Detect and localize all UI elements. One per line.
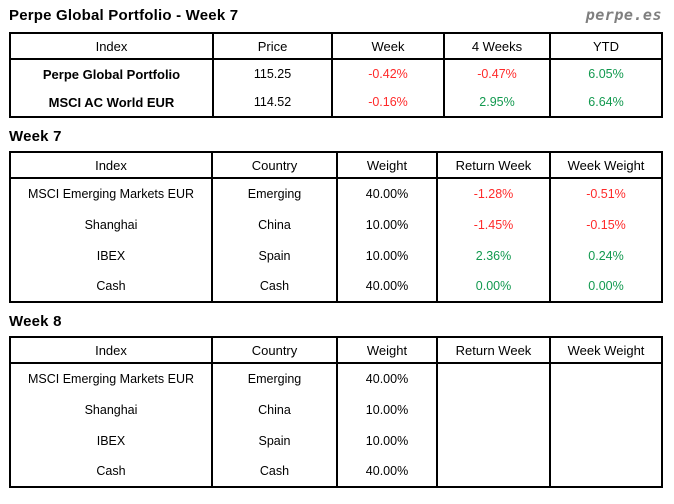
cell-week-weight — [549, 425, 662, 456]
cell-country: Emerging — [211, 178, 337, 209]
cell-4weeks: -0.47% — [443, 59, 550, 88]
cell-weight: 40.00% — [336, 456, 437, 487]
cell-price: 114.52 — [212, 88, 332, 117]
table-row: MSCI AC World EUR 114.52 -0.16% 2.95% 6.… — [10, 88, 662, 117]
cell-index: Perpe Global Portfolio — [42, 66, 181, 82]
summary-header-4weeks: 4 Weeks — [443, 33, 550, 60]
cell-weight: 10.00% — [336, 394, 437, 425]
week8-header-return-week: Return Week — [436, 337, 550, 364]
cell-return-week: 2.36% — [436, 240, 550, 271]
cell-index: MSCI Emerging Markets EUR — [27, 187, 194, 201]
table-row: IBEX Spain 10.00% 2.36% 0.24% — [10, 240, 662, 271]
week7-table: Index Country Weight Return Week Week We… — [9, 151, 663, 303]
cell-country: Cash — [211, 271, 337, 302]
week8-header-row: Index Country Weight Return Week Week We… — [10, 337, 662, 364]
cell-index: Cash — [96, 464, 126, 478]
cell-weight: 10.00% — [336, 209, 437, 240]
cell-index: MSCI Emerging Markets EUR — [27, 372, 194, 386]
week8-header-week-weight: Week Weight — [549, 337, 662, 364]
table-row: IBEX Spain 10.00% — [10, 425, 662, 456]
cell-index: Cash — [96, 279, 126, 293]
cell-return-week — [436, 456, 550, 487]
cell-country: China — [211, 209, 337, 240]
cell-return-week: 0.00% — [436, 271, 550, 302]
top-bar: Perpe Global Portfolio - Week 7 perpe.es — [9, 6, 662, 28]
week7-heading: Week 7 — [9, 128, 62, 145]
summary-header-row: Index Price Week 4 Weeks YTD — [10, 33, 662, 60]
week7-header-country: Country — [211, 152, 337, 179]
cell-weight: 40.00% — [336, 271, 437, 302]
cell-weight: 40.00% — [336, 363, 437, 394]
week8-header-country: Country — [211, 337, 337, 364]
cell-week-weight: 0.00% — [549, 271, 662, 302]
cell-return-week — [436, 394, 550, 425]
cell-return-week — [436, 363, 550, 394]
cell-week-weight — [549, 363, 662, 394]
cell-index: IBEX — [96, 248, 126, 263]
table-row: MSCI Emerging Markets EUR Emerging 40.00… — [10, 363, 662, 394]
table-row: Cash Cash 40.00% 0.00% 0.00% — [10, 271, 662, 302]
page-title: Perpe Global Portfolio - Week 7 — [9, 7, 239, 24]
cell-country: China — [211, 394, 337, 425]
cell-ytd: 6.05% — [549, 59, 662, 88]
cell-week-weight: -0.15% — [549, 209, 662, 240]
cell-return-week: -1.28% — [436, 178, 550, 209]
summary-header-ytd: YTD — [549, 33, 662, 60]
week7-header-week-weight: Week Weight — [549, 152, 662, 179]
site-logo: perpe.es — [585, 6, 662, 24]
cell-return-week — [436, 425, 550, 456]
cell-index: Shanghai — [84, 217, 138, 232]
week8-header-weight: Weight — [336, 337, 437, 364]
cell-return-week: -1.45% — [436, 209, 550, 240]
table-row: Perpe Global Portfolio 115.25 -0.42% -0.… — [10, 59, 662, 88]
table-row: Shanghai China 10.00% — [10, 394, 662, 425]
cell-index: IBEX — [96, 433, 126, 448]
cell-week: -0.42% — [331, 59, 444, 88]
cell-ytd: 6.64% — [549, 88, 662, 117]
table-row: Cash Cash 40.00% — [10, 456, 662, 487]
cell-week-weight: 0.24% — [549, 240, 662, 271]
cell-weight: 10.00% — [336, 240, 437, 271]
cell-weight: 10.00% — [336, 425, 437, 456]
cell-country: Emerging — [211, 363, 337, 394]
week7-header-index: Index — [10, 152, 212, 179]
cell-week-weight — [549, 456, 662, 487]
week7-header-row: Index Country Weight Return Week Week We… — [10, 152, 662, 179]
cell-4weeks: 2.95% — [443, 88, 550, 117]
week7-header-weight: Weight — [336, 152, 437, 179]
cell-weight: 40.00% — [336, 178, 437, 209]
cell-country: Spain — [211, 240, 337, 271]
cell-week-weight — [549, 394, 662, 425]
summary-table: Index Price Week 4 Weeks YTD Perpe Globa… — [9, 32, 663, 118]
summary-header-price: Price — [212, 33, 332, 60]
week8-table: Index Country Weight Return Week Week We… — [9, 336, 663, 488]
cell-price: 115.25 — [212, 59, 332, 88]
week8-heading: Week 8 — [9, 313, 62, 330]
week8-header-index: Index — [10, 337, 212, 364]
report-page: Perpe Global Portfolio - Week 7 perpe.es… — [9, 6, 663, 488]
cell-week: -0.16% — [331, 88, 444, 117]
cell-index: Shanghai — [84, 402, 138, 417]
summary-header-week: Week — [331, 33, 444, 60]
cell-index: MSCI AC World EUR — [48, 94, 175, 110]
table-row: MSCI Emerging Markets EUR Emerging 40.00… — [10, 178, 662, 209]
table-row: Shanghai China 10.00% -1.45% -0.15% — [10, 209, 662, 240]
cell-week-weight: -0.51% — [549, 178, 662, 209]
cell-country: Cash — [211, 456, 337, 487]
summary-header-index: Index — [10, 33, 213, 60]
week7-header-return-week: Return Week — [436, 152, 550, 179]
cell-country: Spain — [211, 425, 337, 456]
